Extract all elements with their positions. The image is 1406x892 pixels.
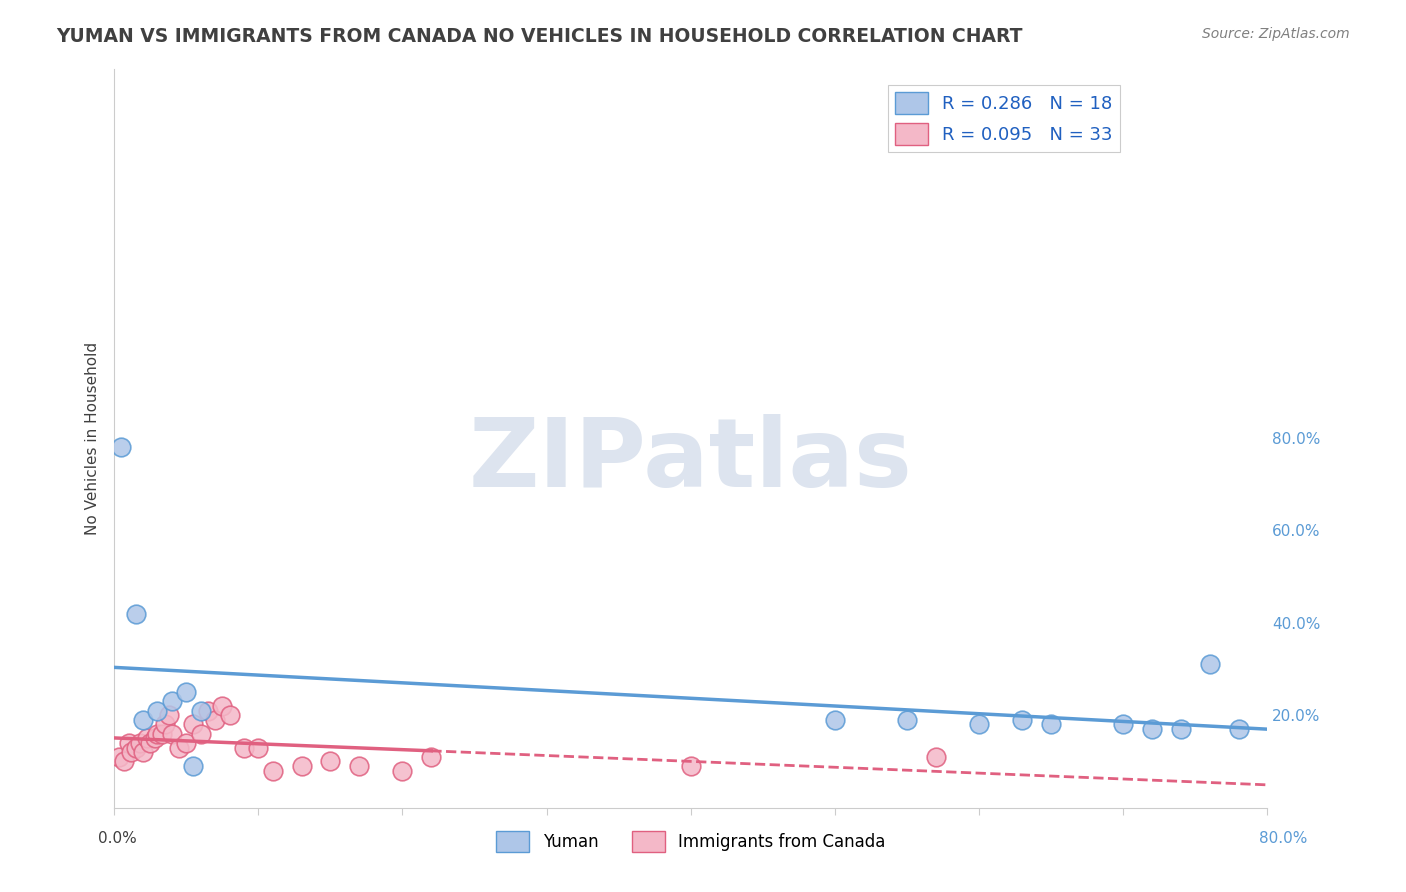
Point — [1198, 657, 1220, 672]
Point — [190, 704, 212, 718]
Point — [1011, 713, 1033, 727]
Point — [146, 704, 169, 718]
Point — [132, 745, 155, 759]
Point — [183, 759, 205, 773]
Point — [1140, 722, 1163, 736]
Point — [157, 708, 180, 723]
Point — [174, 685, 197, 699]
Point — [167, 740, 190, 755]
Point — [290, 759, 312, 773]
Point — [139, 736, 162, 750]
Point — [197, 704, 219, 718]
Point — [125, 740, 148, 755]
Text: 80.0%: 80.0% — [1260, 831, 1308, 846]
Point — [247, 740, 270, 755]
Point — [160, 694, 183, 708]
Point — [1227, 722, 1250, 736]
Point — [125, 607, 148, 621]
Point — [218, 708, 240, 723]
Point — [190, 727, 212, 741]
Point — [183, 717, 205, 731]
Point — [319, 755, 342, 769]
Point — [153, 717, 176, 731]
Y-axis label: No Vehicles in Household: No Vehicles in Household — [86, 342, 100, 534]
Point — [110, 440, 132, 454]
Text: 0.0%: 0.0% — [98, 831, 138, 846]
Point — [107, 749, 129, 764]
Point — [211, 698, 233, 713]
Text: ZIPatlas: ZIPatlas — [468, 414, 912, 507]
Point — [112, 755, 135, 769]
Point — [132, 713, 155, 727]
Point — [967, 717, 990, 731]
Point — [204, 713, 226, 727]
Point — [146, 727, 169, 741]
Point — [121, 745, 143, 759]
Point — [824, 713, 846, 727]
Point — [391, 764, 413, 778]
Point — [117, 736, 139, 750]
Point — [143, 731, 166, 746]
Point — [1170, 722, 1192, 736]
Point — [896, 713, 918, 727]
Text: YUMAN VS IMMIGRANTS FROM CANADA NO VEHICLES IN HOUSEHOLD CORRELATION CHART: YUMAN VS IMMIGRANTS FROM CANADA NO VEHIC… — [56, 27, 1022, 45]
Point — [129, 736, 152, 750]
Point — [232, 740, 254, 755]
Point — [1112, 717, 1135, 731]
Point — [174, 736, 197, 750]
Point — [349, 759, 371, 773]
Point — [679, 759, 702, 773]
Point — [262, 764, 284, 778]
Point — [1040, 717, 1063, 731]
Point — [925, 749, 948, 764]
Legend: R = 0.286   N = 18, R = 0.095   N = 33: R = 0.286 N = 18, R = 0.095 N = 33 — [889, 85, 1121, 153]
Text: Source: ZipAtlas.com: Source: ZipAtlas.com — [1202, 27, 1350, 41]
Point — [420, 749, 443, 764]
Point — [150, 727, 173, 741]
Point — [136, 731, 159, 746]
Point — [160, 727, 183, 741]
